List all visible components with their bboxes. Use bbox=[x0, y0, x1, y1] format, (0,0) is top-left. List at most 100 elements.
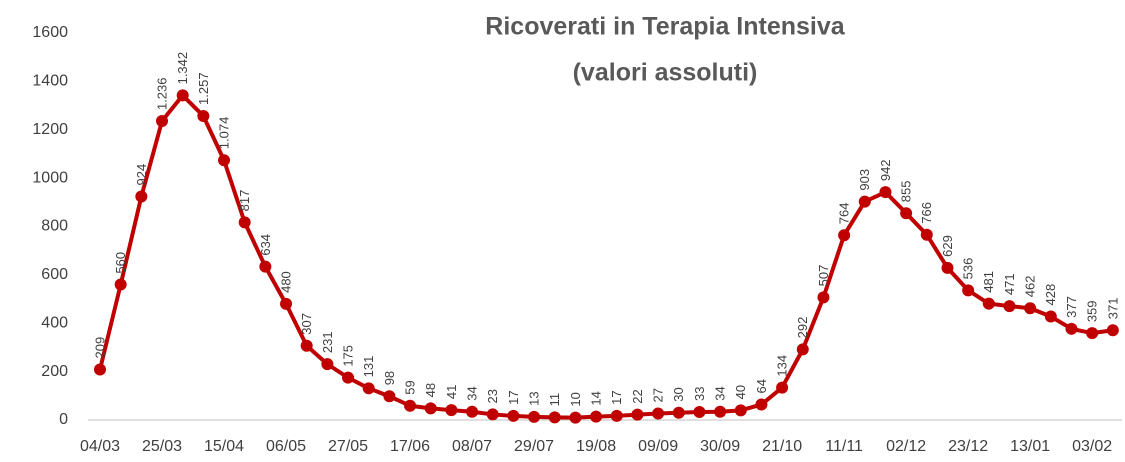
data-point bbox=[156, 115, 169, 128]
data-point bbox=[342, 371, 355, 384]
data-label: 634 bbox=[258, 234, 273, 256]
data-point bbox=[507, 409, 520, 422]
data-label: 1.257 bbox=[196, 72, 211, 105]
data-label: 34 bbox=[713, 386, 728, 400]
data-point bbox=[693, 406, 706, 419]
data-point bbox=[424, 402, 437, 415]
data-point bbox=[734, 404, 747, 417]
data-label: 307 bbox=[299, 313, 314, 335]
data-point bbox=[1086, 327, 1099, 340]
x-tick-label: 15/04 bbox=[204, 438, 244, 455]
data-point bbox=[1003, 300, 1016, 313]
x-tick-label: 19/08 bbox=[576, 438, 616, 455]
data-label: 764 bbox=[837, 203, 852, 225]
data-point bbox=[755, 398, 768, 411]
data-label: 40 bbox=[733, 385, 748, 399]
data-line bbox=[98, 93, 1114, 420]
data-label: 507 bbox=[816, 265, 831, 287]
y-tick-label: 1000 bbox=[32, 169, 68, 186]
data-label: 536 bbox=[961, 258, 976, 280]
data-point bbox=[321, 358, 334, 371]
data-label: 471 bbox=[1002, 273, 1017, 295]
chart-title: Ricoverati in Terapia Intensiva bbox=[485, 13, 845, 41]
x-tick-label: 27/05 bbox=[328, 438, 368, 455]
data-point bbox=[404, 399, 417, 412]
data-label: 371 bbox=[1105, 298, 1120, 320]
x-tick-label: 08/07 bbox=[452, 438, 492, 455]
data-label: 98 bbox=[382, 371, 397, 385]
data-label: 33 bbox=[692, 387, 707, 401]
data-label: 629 bbox=[940, 235, 955, 257]
data-label: 1.342 bbox=[175, 52, 190, 85]
x-tick-label: 06/05 bbox=[266, 438, 306, 455]
data-point bbox=[135, 190, 148, 203]
data-point bbox=[796, 343, 809, 356]
data-point bbox=[94, 363, 106, 376]
data-point bbox=[652, 407, 665, 420]
data-label: 10 bbox=[568, 392, 583, 406]
data-label: 480 bbox=[278, 271, 293, 293]
x-tick-label: 02/12 bbox=[886, 438, 926, 455]
data-label: 292 bbox=[795, 317, 810, 339]
data-label: 481 bbox=[981, 271, 996, 293]
data-label: 59 bbox=[402, 380, 417, 394]
data-label: 14 bbox=[589, 391, 604, 405]
data-point bbox=[672, 406, 685, 419]
y-tick-label: 200 bbox=[41, 363, 68, 380]
data-label: 1.074 bbox=[216, 117, 231, 150]
data-point bbox=[610, 409, 623, 422]
data-label: 231 bbox=[320, 331, 335, 353]
data-point bbox=[486, 408, 499, 421]
data-label: 13 bbox=[527, 391, 542, 405]
x-tick-label: 11/11 bbox=[825, 438, 863, 455]
data-point bbox=[280, 297, 293, 310]
y-tick-label: 1200 bbox=[32, 121, 68, 138]
data-label: 209 bbox=[92, 337, 107, 359]
data-label: 766 bbox=[919, 202, 934, 224]
data-point bbox=[1044, 310, 1057, 323]
data-label: 41 bbox=[444, 385, 459, 399]
data-point bbox=[982, 297, 995, 310]
x-tick-label: 21/10 bbox=[762, 438, 802, 455]
data-label: 924 bbox=[134, 164, 149, 186]
data-point bbox=[114, 278, 127, 291]
data-point bbox=[590, 410, 603, 423]
data-point bbox=[776, 381, 789, 394]
data-label: 462 bbox=[1023, 276, 1038, 298]
x-tick-label: 17/06 bbox=[390, 438, 430, 455]
x-tick-label: 13/01 bbox=[1010, 438, 1050, 455]
data-label: 22 bbox=[630, 389, 645, 403]
x-tick-label: 04/03 bbox=[80, 438, 120, 455]
data-point bbox=[383, 390, 396, 403]
data-point bbox=[879, 186, 892, 199]
data-point bbox=[548, 411, 561, 424]
data-label: 175 bbox=[340, 345, 355, 367]
chart-subtitle: (valori assoluti) bbox=[573, 59, 758, 87]
data-point bbox=[900, 207, 913, 220]
data-point bbox=[259, 260, 272, 273]
data-label: 1.236 bbox=[154, 77, 169, 110]
x-tick-label: 25/03 bbox=[142, 438, 182, 455]
data-point bbox=[1024, 302, 1037, 315]
data-point bbox=[197, 109, 210, 122]
x-tick-label: 30/09 bbox=[700, 438, 740, 455]
x-tick-label: 09/09 bbox=[638, 438, 678, 455]
data-label: 30 bbox=[671, 387, 686, 401]
data-label: 903 bbox=[857, 169, 872, 191]
data-label: 855 bbox=[899, 180, 914, 202]
data-point bbox=[1065, 322, 1078, 335]
data-label: 27 bbox=[651, 388, 666, 402]
data-point bbox=[631, 408, 644, 421]
x-tick-label: 23/12 bbox=[948, 438, 988, 455]
data-label: 64 bbox=[754, 379, 769, 393]
data-label: 34 bbox=[464, 386, 479, 400]
data-point bbox=[528, 410, 541, 423]
y-tick-label: 1400 bbox=[32, 73, 68, 90]
data-label: 560 bbox=[113, 252, 128, 274]
data-label: 359 bbox=[1085, 300, 1100, 322]
y-tick-label: 600 bbox=[41, 266, 68, 283]
data-point bbox=[300, 339, 313, 352]
data-point bbox=[962, 284, 975, 297]
x-tick-label: 03/02 bbox=[1072, 438, 1112, 455]
